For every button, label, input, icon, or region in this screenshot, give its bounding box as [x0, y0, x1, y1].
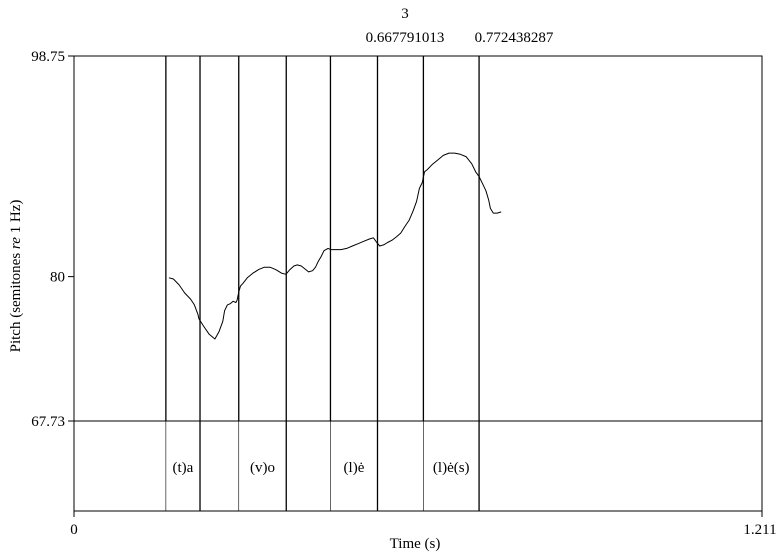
- y-axis-label-part-3: 1 Hz): [8, 200, 24, 238]
- y-tick-label: 67.73: [31, 414, 65, 430]
- y-tick-label: 80: [50, 270, 65, 286]
- top-annotations: 3 0.667791013 0.772438287: [366, 6, 554, 46]
- axis-ticks: 98.75 80 67.73 0 1.211: [31, 49, 776, 538]
- segment-label: (l)ė(s): [433, 460, 470, 476]
- x-tick-label: 0: [70, 522, 78, 538]
- segment-labels: (t)a (v)o (l)ė (l)ė(s): [173, 460, 470, 476]
- segment-label: (v)o: [250, 460, 275, 476]
- x-axis-label: Time (s): [390, 536, 441, 552]
- y-tick-label: 98.75: [31, 49, 65, 65]
- segment-label: (t)a: [173, 460, 194, 476]
- pitch-curve: [168, 152, 502, 340]
- top-annotation-end-time: 0.772438287: [475, 30, 554, 46]
- x-tick-label: 1.211: [743, 522, 776, 538]
- top-annotation-index: 3: [401, 6, 409, 22]
- y-axis-label-part-2: re: [8, 237, 24, 249]
- segment-label: (l)ė: [344, 460, 365, 476]
- y-axis-label-part-1: Pitch (semitones: [8, 249, 24, 352]
- plot-frame: [73, 55, 763, 512]
- pitch-curve-layer: [168, 152, 502, 340]
- segment-boundaries: [165, 56, 480, 511]
- top-annotation-start-time: 0.667791013: [366, 30, 445, 46]
- y-axis-label: Pitch (semitones re 1 Hz): [8, 200, 24, 353]
- plot-border: [73, 55, 763, 512]
